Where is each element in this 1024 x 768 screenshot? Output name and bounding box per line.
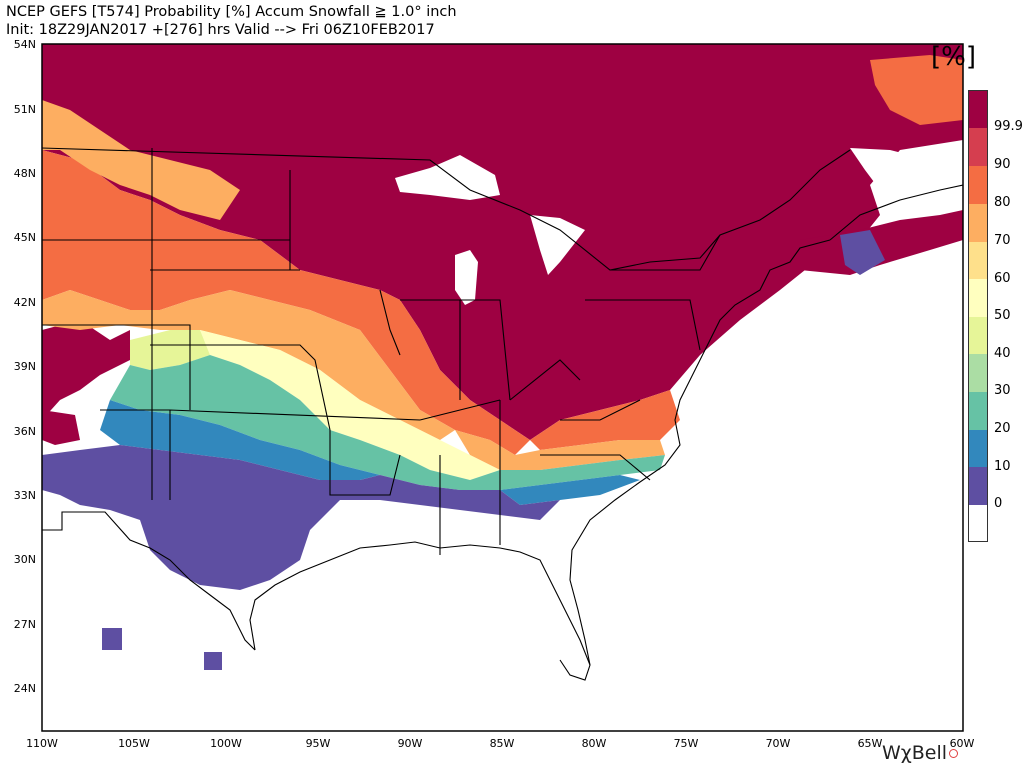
cbar-seg-9 xyxy=(969,430,987,467)
colorbar xyxy=(968,90,988,542)
prob-zone-85 xyxy=(42,150,530,455)
cbar-label-40: 40 xyxy=(994,346,1011,361)
lon-label-70w: 70W xyxy=(765,737,791,750)
cbar-label-0: 0 xyxy=(994,496,1003,511)
lon-label-90w: 90W xyxy=(397,737,423,750)
cbar-label-50: 50 xyxy=(994,308,1011,323)
cbar-label-30: 30 xyxy=(994,383,1011,398)
lat-label-39: 39N xyxy=(13,360,36,373)
lat-label-27: 27N xyxy=(13,618,36,631)
lake-superior xyxy=(395,155,500,200)
cbar-label-80: 80 xyxy=(994,195,1011,210)
probability-field xyxy=(42,44,963,670)
lon-label-110w: 110W xyxy=(26,737,58,750)
prob-zone-99-ne xyxy=(800,210,963,275)
map-frame xyxy=(41,43,964,732)
cbar-seg-8 xyxy=(969,392,987,430)
brand-text: WχBell xyxy=(882,742,948,764)
cbar-seg-3 xyxy=(969,204,987,242)
lon-label-95w: 95W xyxy=(305,737,331,750)
lat-label-54: 54N xyxy=(13,38,36,51)
lat-label-45: 45N xyxy=(13,231,36,244)
cbar-seg-5 xyxy=(969,279,987,317)
map-subtitle: Init: 18Z29JAN2017 +[276] hrs Valid --> … xyxy=(6,22,435,38)
prob-zone-5-tx2 xyxy=(204,652,222,670)
lat-label-24: 24N xyxy=(13,682,36,695)
state-lines-plains xyxy=(42,148,421,500)
cbar-label-90: 90 xyxy=(994,157,1011,172)
brand-logo: WχBell xyxy=(882,742,959,764)
prob-zone-45 xyxy=(200,330,500,480)
cbar-seg-6 xyxy=(969,317,987,354)
lat-label-33: 33N xyxy=(13,489,36,502)
state-lines-east xyxy=(379,234,721,555)
prob-zone-5-tx xyxy=(102,628,122,650)
cbar-seg-10 xyxy=(969,467,987,505)
lake-michigan xyxy=(455,250,478,305)
lat-label-42: 42N xyxy=(13,296,36,309)
lon-label-80w: 80W xyxy=(581,737,607,750)
prob-zone-10-se xyxy=(500,475,640,505)
map-title: NCEP GEFS [T574] Probability [%] Accum S… xyxy=(6,4,457,20)
cbar-seg-4 xyxy=(969,242,987,279)
cbar-label-60: 60 xyxy=(994,271,1011,286)
lon-label-75w: 75W xyxy=(673,737,699,750)
prob-zone-5 xyxy=(42,445,560,590)
lon-label-100w: 100W xyxy=(210,737,242,750)
cbar-label-10: 10 xyxy=(994,459,1011,474)
prob-zone-85-ne xyxy=(870,55,963,125)
us-mexico-border xyxy=(42,511,256,651)
lat-label-51: 51N xyxy=(13,103,36,116)
prob-zone-25 xyxy=(110,355,665,490)
cbar-seg-11 xyxy=(969,505,987,541)
cbar-label-20: 20 xyxy=(994,421,1011,436)
prob-zone-65-south xyxy=(42,290,455,440)
gulf-coast xyxy=(249,541,591,681)
cbar-seg-1 xyxy=(969,128,987,166)
prob-zone-85-mid xyxy=(530,390,680,450)
lat-label-36: 36N xyxy=(13,425,36,438)
canada-coast xyxy=(829,184,963,241)
colorbar-units: [%] xyxy=(931,42,976,72)
boundaries xyxy=(42,147,963,681)
prob-zone-65-se xyxy=(455,430,665,470)
us-canada-border xyxy=(42,147,851,271)
cbar-label-70: 70 xyxy=(994,233,1011,248)
lon-label-85w: 85W xyxy=(489,737,515,750)
cbar-seg-2 xyxy=(969,166,987,204)
prob-zone-5-atl xyxy=(840,230,885,275)
cbar-label-99-9: 99.9 xyxy=(994,119,1023,134)
cbar-seg-0 xyxy=(969,91,987,128)
prob-zone-99 xyxy=(42,44,963,440)
prob-zone-65 xyxy=(42,100,240,220)
lat-label-30: 30N xyxy=(13,553,36,566)
prob-zone-99-west xyxy=(42,320,130,420)
lake-huron xyxy=(530,215,585,275)
lon-label-105w: 105W xyxy=(118,737,150,750)
prob-zone-99-sw xyxy=(42,410,80,445)
atlantic-coast xyxy=(569,239,831,666)
brand-dot-icon xyxy=(949,749,959,758)
cbar-seg-7 xyxy=(969,354,987,392)
lon-label-65w: 65W xyxy=(857,737,883,750)
lon-label-60w: 60W xyxy=(949,737,975,750)
lat-label-48: 48N xyxy=(13,167,36,180)
